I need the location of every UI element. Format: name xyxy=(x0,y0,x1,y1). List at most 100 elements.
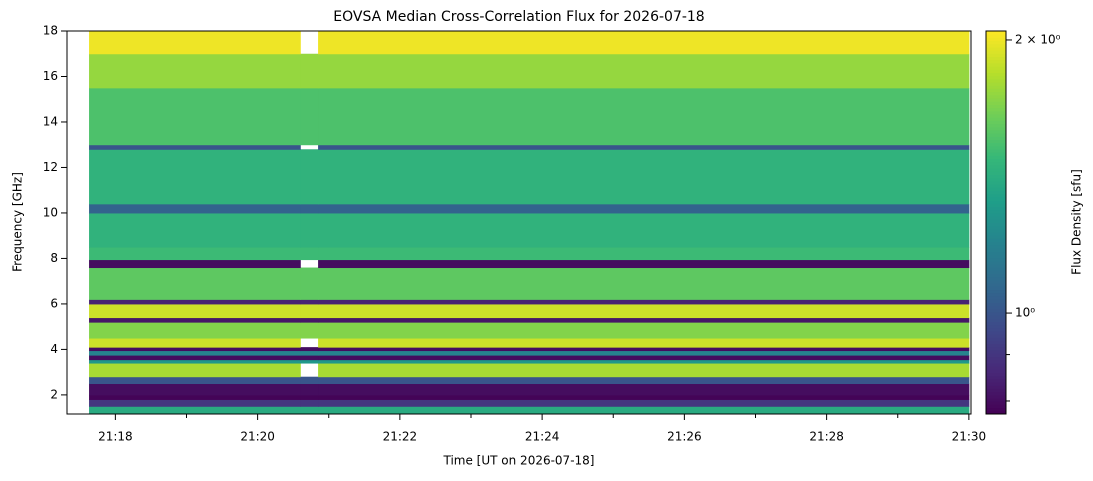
colorbar-swatch xyxy=(986,375,1006,380)
colorbar-swatch xyxy=(986,308,1006,313)
colorbar-swatch xyxy=(986,286,1006,291)
heatmap-cell xyxy=(89,87,301,146)
colorbar-swatch xyxy=(986,212,1006,217)
colorbar-swatch xyxy=(986,75,1006,80)
heatmap-cell xyxy=(300,355,319,361)
colorbar-swatch xyxy=(986,346,1006,351)
y-tick-label: 12 xyxy=(43,160,58,174)
heatmap-cell xyxy=(318,394,970,400)
heatmap-cell xyxy=(318,149,970,205)
y-tick-label: 14 xyxy=(43,114,58,128)
colorbar-swatch xyxy=(986,82,1006,86)
colorbar-swatch xyxy=(986,133,1006,137)
heatmap-cell xyxy=(318,406,970,415)
heatmap-cell xyxy=(318,355,970,361)
heatmap-cell xyxy=(318,267,970,300)
heatmap-cell xyxy=(89,317,301,323)
heatmap-cell xyxy=(89,399,301,407)
y-tick-label: 4 xyxy=(50,342,58,356)
chart-title: EOVSA Median Cross-Correlation Flux for … xyxy=(333,9,704,25)
colorbar-tick-label: 2 × 10⁰ xyxy=(1015,32,1061,46)
heatmap-cell xyxy=(300,87,319,146)
heatmap-cell xyxy=(318,399,970,407)
colorbar-swatch xyxy=(986,123,1006,128)
colorbar-swatch xyxy=(986,321,1006,326)
colorbar-swatch xyxy=(986,43,1006,48)
colorbar-swatch xyxy=(986,110,1006,115)
heatmap-cell xyxy=(89,406,301,415)
heatmap-cell xyxy=(318,383,970,396)
plot-area xyxy=(89,31,970,415)
colorbar-swatch xyxy=(986,251,1006,255)
colorbar-swatch xyxy=(986,155,1006,160)
colorbar-swatch xyxy=(986,34,1006,38)
heatmap-cell xyxy=(318,87,970,146)
y-tick-label: 18 xyxy=(43,24,58,38)
heatmap-cell xyxy=(318,303,970,319)
colorbar-swatch xyxy=(986,366,1006,370)
heatmap-cell xyxy=(89,299,301,305)
heatmap-cell xyxy=(89,347,301,352)
colorbar-swatch xyxy=(986,292,1006,297)
colorbar-swatch xyxy=(986,139,1006,144)
colorbar-swatch xyxy=(986,31,1006,35)
colorbar-swatch xyxy=(986,69,1006,73)
heatmap-cell xyxy=(89,383,301,396)
colorbar-swatch xyxy=(986,404,1006,409)
heatmap-cell xyxy=(89,376,301,385)
colorbar-swatch xyxy=(986,340,1006,345)
heatmap-cell xyxy=(89,338,301,348)
colorbar-swatch xyxy=(986,62,1006,67)
heatmap-cell xyxy=(318,363,970,378)
heatmap-cell xyxy=(318,299,970,305)
heatmap-cell xyxy=(318,359,970,364)
colorbar-swatch xyxy=(986,72,1006,77)
colorbar: 2 × 10⁰ 10⁰ xyxy=(985,30,1061,415)
heatmap-cell xyxy=(318,317,970,323)
colorbar-swatch xyxy=(986,145,1006,150)
colorbar-swatch xyxy=(986,401,1006,405)
y-tick-label: 8 xyxy=(50,251,58,265)
heatmap-cell xyxy=(318,259,970,269)
colorbar-swatch xyxy=(986,152,1006,156)
heatmap-cell xyxy=(89,31,301,55)
y-tick-label: 10 xyxy=(43,205,58,219)
heatmap-cell xyxy=(89,259,301,269)
heatmap-cell xyxy=(89,394,301,400)
colorbar-swatch xyxy=(986,142,1006,147)
colorbar-swatch xyxy=(986,174,1006,179)
y-tick-label: 2 xyxy=(50,387,58,401)
colorbar-swatch xyxy=(986,136,1006,141)
heatmap-cell xyxy=(89,350,301,356)
heatmap-cell xyxy=(89,267,301,300)
colorbar-swatch xyxy=(986,206,1006,211)
colorbar-swatch xyxy=(986,302,1006,306)
colorbar-swatch xyxy=(986,104,1006,109)
colorbar-swatch xyxy=(986,225,1006,230)
heatmap-cell xyxy=(300,359,319,364)
colorbar-swatch xyxy=(986,394,1006,399)
colorbar-swatch xyxy=(986,263,1006,268)
colorbar-swatch xyxy=(986,372,1006,377)
plot-frame xyxy=(66,30,972,415)
colorbar-swatch xyxy=(986,78,1006,83)
x-tick-label: 21:30 xyxy=(952,430,987,444)
heatmap-cell xyxy=(300,376,319,385)
colorbar-swatch xyxy=(986,190,1006,195)
colorbar-swatch xyxy=(986,200,1006,204)
heatmap-cell xyxy=(318,31,970,55)
colorbar-swatch xyxy=(986,101,1006,105)
colorbar-swatch xyxy=(986,369,1006,374)
colorbar-swatch xyxy=(986,149,1006,153)
heatmap-cell xyxy=(300,394,319,400)
colorbar-swatch xyxy=(986,181,1006,185)
heatmap-cell xyxy=(300,212,319,248)
colorbar-swatch xyxy=(986,279,1006,284)
heatmap-cell xyxy=(89,144,301,150)
heatmap-cell xyxy=(89,363,301,378)
colorbar-swatch xyxy=(986,267,1006,271)
heatmap-cell xyxy=(318,376,970,385)
colorbar-swatch xyxy=(986,283,1006,287)
colorbar-swatch xyxy=(986,117,1006,121)
